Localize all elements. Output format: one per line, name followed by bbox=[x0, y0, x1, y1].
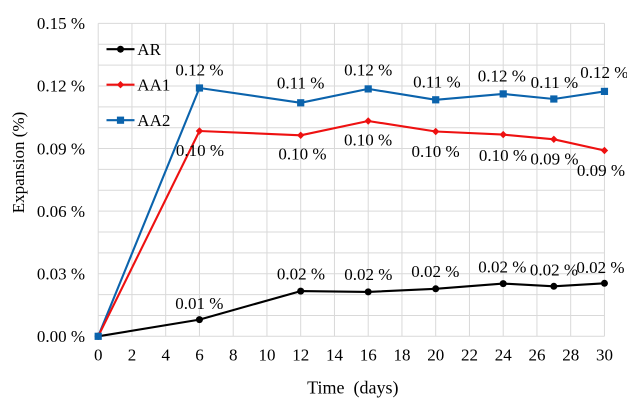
svg-text:0.10 %: 0.10 % bbox=[479, 146, 527, 165]
svg-text:0.09 %: 0.09 % bbox=[37, 139, 85, 158]
svg-text:0: 0 bbox=[94, 346, 103, 365]
svg-text:AR: AR bbox=[137, 40, 161, 59]
svg-text:16: 16 bbox=[360, 346, 377, 365]
svg-text:0.15 %: 0.15 % bbox=[37, 14, 85, 33]
svg-text:24: 24 bbox=[495, 346, 513, 365]
svg-text:8: 8 bbox=[229, 346, 238, 365]
svg-text:0.02 %: 0.02 % bbox=[478, 257, 526, 276]
svg-text:22: 22 bbox=[461, 346, 478, 365]
svg-text:2: 2 bbox=[128, 346, 137, 365]
svg-text:Time (days): Time (days) bbox=[307, 377, 398, 398]
svg-text:28: 28 bbox=[562, 346, 579, 365]
svg-text:12: 12 bbox=[292, 346, 309, 365]
svg-text:20: 20 bbox=[427, 346, 444, 365]
svg-text:0.10 %: 0.10 % bbox=[344, 131, 392, 150]
svg-text:18: 18 bbox=[393, 346, 410, 365]
svg-text:AA2: AA2 bbox=[137, 111, 170, 130]
svg-text:0.11 %: 0.11 % bbox=[413, 73, 461, 92]
svg-text:0.12 %: 0.12 % bbox=[37, 77, 85, 96]
svg-text:6: 6 bbox=[195, 346, 204, 365]
svg-text:0.00 %: 0.00 % bbox=[37, 327, 85, 346]
svg-text:0.03 %: 0.03 % bbox=[37, 264, 85, 283]
svg-text:0.12 %: 0.12 % bbox=[175, 61, 223, 80]
svg-text:0.11 %: 0.11 % bbox=[277, 73, 325, 92]
svg-text:0.10 %: 0.10 % bbox=[278, 144, 326, 163]
svg-text:0.11 %: 0.11 % bbox=[531, 73, 579, 92]
svg-text:0.10 %: 0.10 % bbox=[176, 141, 224, 160]
svg-text:0.09 %: 0.09 % bbox=[577, 161, 625, 180]
svg-text:0.12 %: 0.12 % bbox=[580, 63, 627, 82]
svg-text:0.02 %: 0.02 % bbox=[576, 258, 624, 277]
svg-text:Expansion (%): Expansion (%) bbox=[9, 112, 28, 214]
svg-text:0.09 %: 0.09 % bbox=[530, 150, 578, 169]
svg-text:0.10 %: 0.10 % bbox=[412, 142, 460, 161]
svg-text:0.02 %: 0.02 % bbox=[411, 262, 459, 281]
svg-text:30: 30 bbox=[596, 346, 613, 365]
svg-text:14: 14 bbox=[326, 346, 344, 365]
svg-text:0.02 %: 0.02 % bbox=[530, 260, 578, 279]
svg-text:0.06 %: 0.06 % bbox=[37, 202, 85, 221]
svg-text:AA1: AA1 bbox=[137, 76, 170, 95]
svg-text:10: 10 bbox=[258, 346, 275, 365]
svg-text:4: 4 bbox=[161, 346, 170, 365]
svg-text:0.01 %: 0.01 % bbox=[175, 294, 223, 313]
svg-text:0.12 %: 0.12 % bbox=[478, 66, 526, 85]
svg-text:0.02 %: 0.02 % bbox=[344, 265, 392, 284]
svg-text:26: 26 bbox=[528, 346, 545, 365]
svg-text:0.02 %: 0.02 % bbox=[277, 265, 325, 284]
svg-text:0.12 %: 0.12 % bbox=[344, 61, 392, 80]
